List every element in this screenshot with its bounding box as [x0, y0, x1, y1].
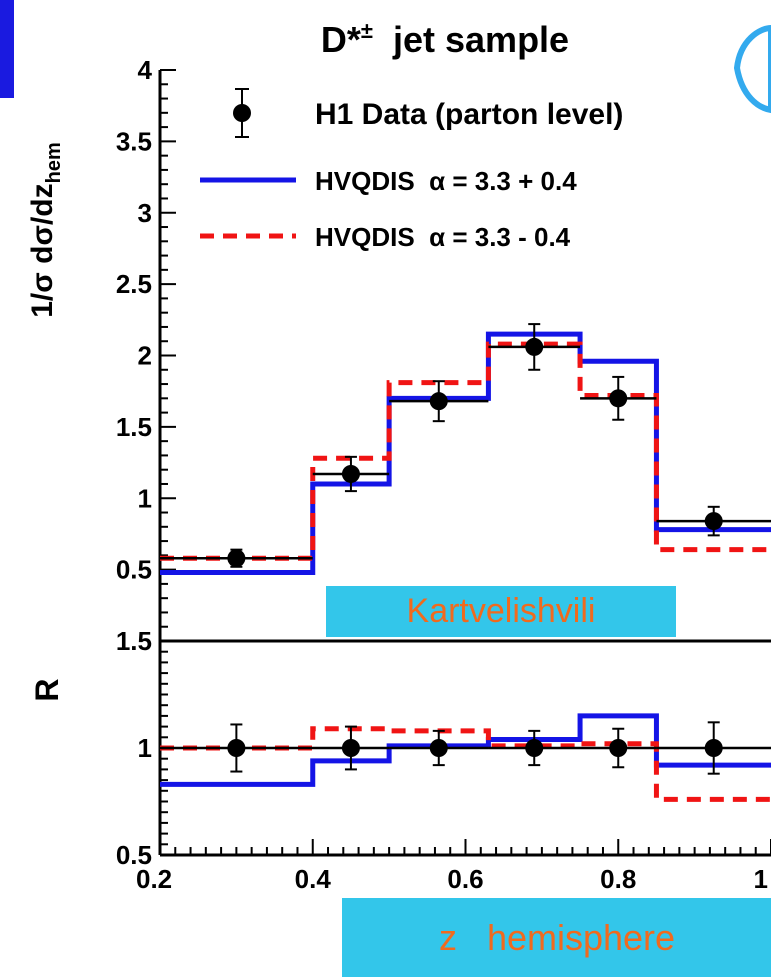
data-point [656, 721, 771, 775]
data-point [160, 723, 313, 773]
x-tick-label: 0.6 [447, 864, 483, 894]
y-tick-label: 0.5 [116, 555, 152, 585]
chart-title-rest: jet sample [383, 19, 569, 60]
legend-plus-label: HVQDIS α = 3.3 + 0.4 [315, 166, 577, 196]
chart-title: D*± jet sample [321, 18, 569, 60]
series-plus-step [160, 713, 771, 787]
data-marker [227, 739, 246, 757]
y-tick-label: 1 [138, 483, 152, 513]
y-tick-label: 3 [138, 198, 152, 228]
upper-histograms [160, 331, 771, 575]
lower-data-points [160, 721, 771, 775]
y-tick-label: 4 [138, 55, 153, 85]
data-marker [429, 739, 448, 757]
data-marker [341, 464, 360, 483]
data-point [160, 548, 313, 568]
data-marker [429, 392, 448, 411]
legend-data-marker [233, 104, 251, 122]
x-tick-label: 0.4 [295, 864, 332, 894]
data-marker [704, 739, 723, 757]
legend: H1 Data (parton level) HVQDIS α = 3.3 + … [200, 88, 623, 252]
y-tick-label: 2.5 [116, 269, 152, 299]
lower-histograms [160, 713, 771, 802]
data-marker [525, 739, 544, 757]
lower-y-axis-label: R [29, 678, 65, 701]
x-tick-label: 0.8 [600, 864, 636, 894]
z-hemisphere-label: z hemisphere [342, 898, 771, 977]
upper-y-axis-label: 1/σ dσ/dzhem [26, 142, 65, 318]
data-point [488, 323, 581, 371]
data-point [580, 375, 657, 421]
data-marker [609, 389, 628, 408]
data-point [312, 455, 390, 493]
data-point [580, 727, 657, 769]
data-marker [341, 739, 360, 757]
series-plus-step [160, 331, 771, 575]
legend-data-label: H1 Data (parton level) [315, 98, 623, 131]
lower-x-ticks: 0.2 0.4 0.6 0.8 1 [136, 839, 771, 894]
left-edge-blue-bar [0, 0, 14, 98]
y-tick-label: 3.5 [116, 126, 152, 156]
data-point [656, 505, 771, 537]
data-marker [525, 337, 544, 356]
data-point [389, 729, 489, 767]
logo-fragment [733, 24, 771, 114]
data-marker [227, 549, 246, 568]
data-marker [609, 739, 628, 757]
x-tick-label: 0.2 [136, 864, 172, 894]
upper-data-points [160, 323, 771, 568]
legend-minus-label: HVQDIS α = 3.3 - 0.4 [315, 222, 571, 252]
kartvelishvili-label: Kartvelishvili [326, 586, 676, 637]
data-point [389, 380, 489, 423]
x-tick-label: 1 [754, 864, 768, 894]
series-minus-step [160, 726, 771, 802]
upper-y-ticks: 0.5 1 1.5 2 2.5 3 3.5 4 [116, 55, 176, 642]
series-minus-step [160, 341, 771, 561]
data-point [488, 729, 581, 767]
lower-y-ticks: 0.5 1 1.5 [116, 626, 176, 870]
upper-panel: 0.5 1 1.5 2 2.5 3 3.5 4 [116, 55, 771, 643]
data-marker [704, 512, 723, 531]
y-tick-label: 1 [138, 733, 152, 763]
y-tick-label: 1.5 [116, 626, 152, 656]
y-tick-label: 0.5 [116, 840, 152, 870]
data-point [312, 725, 390, 771]
y-tick-label: 1.5 [116, 412, 152, 442]
lower-panel: 0.5 1 1.5 0.2 0.4 0.6 0.8 1 [116, 626, 771, 894]
y-tick-label: 2 [138, 341, 152, 371]
